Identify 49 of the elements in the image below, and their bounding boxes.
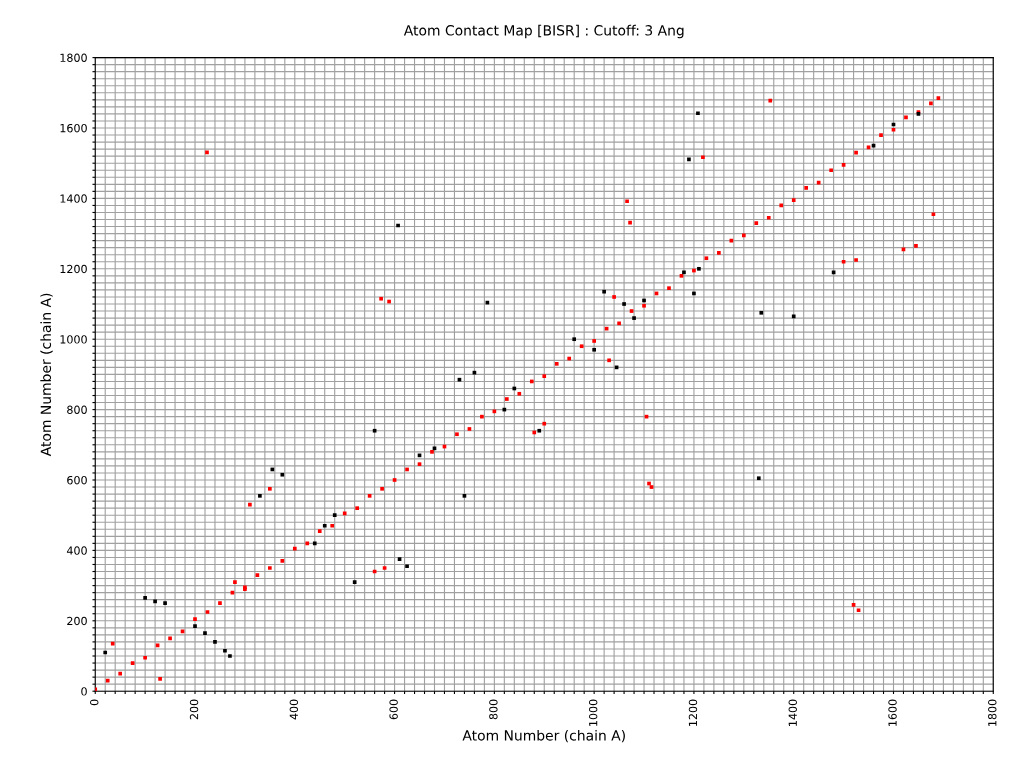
point	[332, 513, 337, 518]
x-axis-title: Atom Number (chain A)	[462, 729, 625, 743]
point	[759, 310, 764, 315]
x-tick-label: 1800	[988, 699, 997, 726]
point	[405, 564, 409, 569]
x-tick-label: 1000	[588, 699, 598, 726]
x-tick-label: 1400	[788, 699, 797, 726]
point	[223, 648, 227, 653]
y-tick-label: 1200	[60, 264, 87, 274]
point	[687, 157, 691, 162]
y-tick-label: 800	[67, 405, 87, 414]
y-tick-label: 400	[66, 546, 87, 555]
point	[280, 472, 285, 477]
y-tick-label: 200	[67, 616, 87, 626]
point	[572, 337, 577, 342]
point	[696, 111, 700, 116]
point	[632, 316, 636, 320]
point	[163, 601, 167, 606]
point	[592, 347, 596, 352]
point	[258, 494, 262, 498]
point	[602, 289, 606, 294]
x-tick-label: 1200	[688, 699, 698, 726]
point	[622, 302, 626, 306]
point	[193, 624, 197, 628]
point	[352, 580, 357, 584]
x-tick-label: 1600	[888, 699, 897, 726]
x-tick-label: 200	[189, 699, 199, 720]
point	[756, 476, 761, 481]
chart-title: Atom Contact Map [BISR] : Cutoff: 3 Ang	[403, 24, 684, 39]
point	[143, 596, 147, 600]
point	[322, 523, 327, 528]
point	[213, 640, 217, 644]
point	[228, 654, 232, 658]
y-tick-label: 0	[81, 687, 87, 696]
y-tick-label: 1000	[60, 335, 87, 344]
y-tick-label: 1600	[60, 123, 87, 133]
point	[682, 270, 686, 275]
x-tick-label: 800	[489, 699, 498, 720]
point	[203, 631, 207, 635]
y-axis-title: Atom Number (chain A)	[40, 293, 53, 457]
x-tick-label: 600	[389, 699, 398, 720]
point	[697, 266, 701, 271]
y-tick-label: 1800	[60, 53, 87, 62]
x-tick-label: 400	[289, 699, 299, 720]
y-tick-label: 600	[67, 475, 87, 485]
point	[537, 428, 542, 433]
point	[791, 314, 796, 319]
y-tick-label: 1400	[60, 194, 87, 203]
x-tick-label: 0	[90, 699, 99, 706]
